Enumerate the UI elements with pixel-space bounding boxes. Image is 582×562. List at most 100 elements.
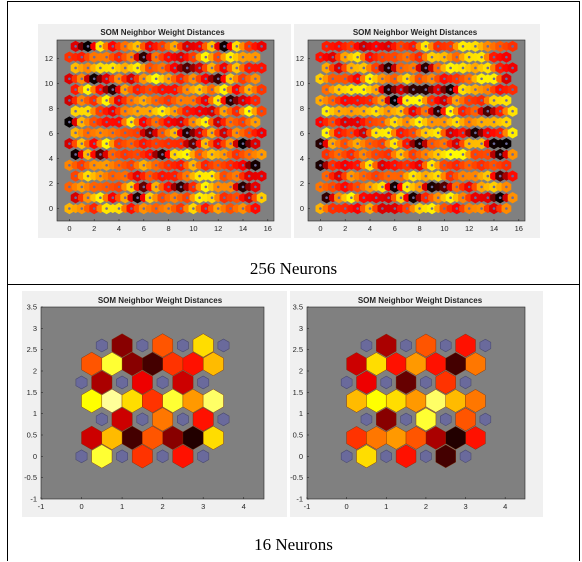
neuron-marker: [455, 77, 459, 81]
x-tick-label: 0: [318, 224, 322, 233]
neuron-marker: [161, 153, 164, 156]
neuron-marker: [374, 131, 378, 135]
neuron-marker: [204, 142, 208, 145]
neuron-marker: [368, 55, 372, 59]
neuron-marker: [418, 77, 421, 81]
neuron-marker: [241, 120, 245, 124]
neuron-marker: [436, 174, 440, 178]
x-tick-label: 6: [142, 224, 146, 233]
distance-patch: [435, 370, 456, 395]
neuron-marker: [198, 109, 201, 113]
distance-patch: [131, 444, 153, 469]
neuron-marker: [142, 185, 146, 189]
neuron-marker: [380, 449, 393, 464]
neuron-marker: [449, 109, 452, 113]
neuron-marker: [350, 131, 353, 135]
neuron-marker: [130, 185, 133, 189]
neuron-marker: [154, 77, 158, 81]
neuron-marker: [405, 163, 409, 167]
neuron-marker: [505, 99, 508, 102]
neuron-marker: [173, 153, 177, 156]
neuron-marker: [260, 66, 263, 70]
neuron-marker: [173, 196, 177, 200]
neuron-marker: [142, 207, 146, 210]
neuron-marker: [254, 120, 257, 124]
neuron-marker: [130, 163, 133, 167]
y-tick-label: 6: [49, 129, 53, 138]
neuron-marker: [254, 185, 257, 189]
neuron-marker: [123, 153, 127, 156]
y-tick-label: 12: [45, 54, 53, 63]
neuron-marker: [362, 109, 366, 113]
neuron-marker: [173, 88, 177, 91]
y-tick-label: 3.5: [27, 303, 37, 312]
neuron-marker: [167, 163, 170, 167]
neuron-marker: [229, 77, 232, 81]
neuron-marker: [86, 88, 90, 91]
x-tick-label: 3: [463, 502, 467, 511]
neuron-marker: [229, 55, 232, 59]
neuron-marker: [455, 99, 459, 102]
neuron-marker: [136, 174, 139, 178]
neuron-marker: [111, 153, 115, 156]
neuron-marker: [467, 185, 471, 189]
neuron-marker: [479, 412, 492, 427]
neuron-marker: [449, 88, 452, 91]
neuron-marker: [325, 174, 328, 178]
neuron-marker: [455, 185, 459, 189]
neuron-marker: [480, 99, 483, 102]
neuron-marker: [325, 196, 328, 200]
neuron-marker: [498, 153, 502, 156]
neuron-marker: [461, 196, 465, 200]
neuron-marker: [216, 120, 220, 124]
neuron-marker: [241, 185, 245, 189]
neuron-marker: [420, 449, 432, 464]
neuron-marker: [68, 120, 71, 124]
neuron-marker: [68, 142, 71, 145]
neuron-marker: [436, 196, 440, 200]
neuron-marker: [381, 163, 384, 167]
neuron-marker: [68, 163, 71, 167]
neuron-marker: [185, 196, 189, 200]
neuron-marker: [161, 131, 164, 135]
neuron-marker: [356, 77, 359, 81]
neuron-marker: [374, 109, 378, 113]
neuron-marker: [117, 55, 121, 59]
distance-patch: [101, 351, 123, 376]
neuron-marker: [123, 66, 127, 70]
neuron-marker: [198, 66, 201, 70]
neuron-marker: [337, 174, 341, 178]
x-tick-label: 0: [79, 502, 83, 511]
neuron-marker: [192, 77, 195, 81]
neuron-marker: [424, 153, 428, 156]
neuron-marker: [461, 66, 465, 70]
neuron-marker: [142, 163, 146, 167]
neuron-marker: [229, 142, 232, 145]
neuron-marker: [492, 120, 496, 124]
neuron-marker: [223, 174, 226, 178]
neuron-marker: [99, 153, 102, 156]
neuron-marker: [480, 120, 483, 124]
distance-patch: [465, 389, 486, 413]
neuron-marker: [173, 66, 177, 70]
x-tick-label: 12: [214, 224, 222, 233]
neuron-marker: [95, 338, 108, 353]
neuron-marker: [173, 45, 177, 48]
y-tick-label: 2: [300, 179, 304, 188]
y-tick-label: 2.5: [293, 345, 303, 354]
neuron-marker: [319, 120, 322, 124]
neuron-marker: [204, 120, 208, 124]
neuron-marker: [161, 88, 164, 91]
neuron-marker: [467, 207, 471, 210]
neuron-marker: [459, 449, 472, 464]
neuron-marker: [173, 131, 177, 135]
neuron-marker: [505, 142, 508, 145]
neuron-marker: [86, 131, 90, 135]
neuron-marker: [197, 449, 210, 464]
neuron-marker: [148, 88, 152, 91]
neuron-marker: [241, 77, 245, 81]
neuron-marker: [319, 99, 322, 102]
neuron-marker: [173, 174, 177, 178]
neuron-marker: [474, 174, 477, 178]
distance-patch: [152, 407, 174, 432]
